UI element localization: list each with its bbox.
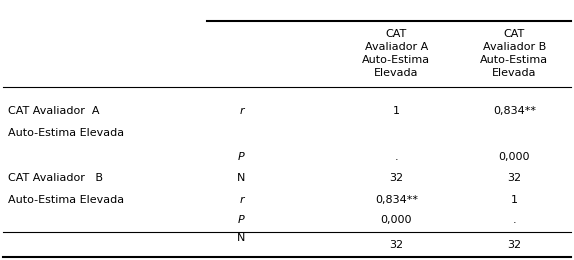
- Text: 32: 32: [389, 239, 404, 250]
- Text: CAT
Avaliador B
Auto-Estima
Elevada: CAT Avaliador B Auto-Estima Elevada: [480, 29, 548, 79]
- Text: 32: 32: [389, 173, 404, 183]
- Text: 1: 1: [511, 195, 518, 205]
- Text: 1: 1: [393, 106, 400, 116]
- Text: P: P: [238, 152, 245, 162]
- Text: Auto-Estima Elevada: Auto-Estima Elevada: [9, 195, 125, 205]
- Text: 0,834**: 0,834**: [493, 106, 536, 116]
- Text: N: N: [237, 173, 246, 183]
- Text: 0,000: 0,000: [499, 152, 530, 162]
- Text: .: .: [394, 152, 398, 162]
- Text: .: .: [513, 215, 516, 225]
- Text: CAT
Avaliador A
Auto-Estima
Elevada: CAT Avaliador A Auto-Estima Elevada: [362, 29, 430, 79]
- Text: 32: 32: [507, 173, 521, 183]
- Text: 32: 32: [507, 239, 521, 250]
- Text: P: P: [238, 215, 245, 225]
- Text: r: r: [239, 195, 244, 205]
- Text: 0,834**: 0,834**: [375, 195, 418, 205]
- Text: CAT Avaliador   B: CAT Avaliador B: [9, 173, 103, 183]
- Text: CAT Avaliador  A: CAT Avaliador A: [9, 106, 100, 116]
- Text: r: r: [239, 106, 244, 116]
- Text: 0,000: 0,000: [381, 215, 412, 225]
- Text: Auto-Estima Elevada: Auto-Estima Elevada: [9, 128, 125, 138]
- Text: N: N: [237, 233, 246, 243]
